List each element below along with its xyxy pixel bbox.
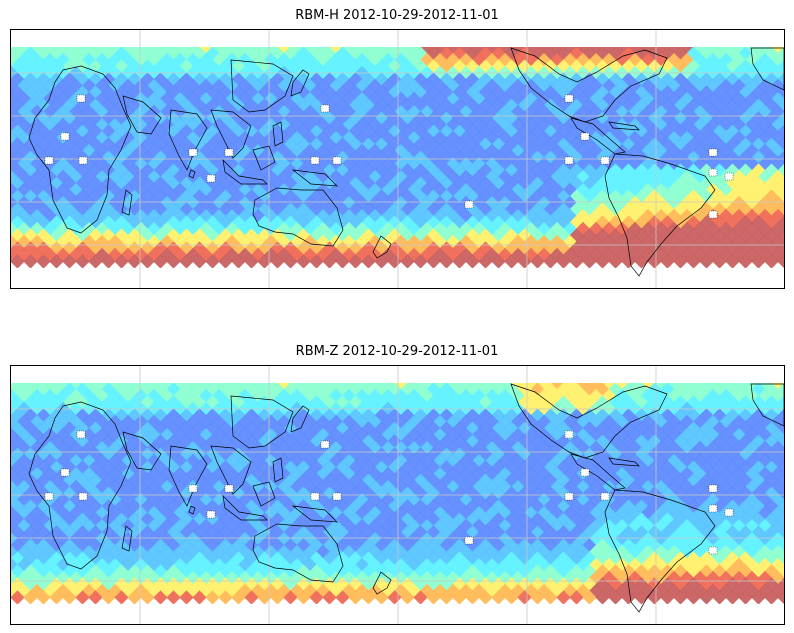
panel-title-bottom: RBM-Z 2012-10-29-2012-11-01: [295, 344, 499, 359]
map-panel-top: [10, 29, 785, 289]
no-data-bottom: [11, 268, 784, 288]
map-canvas-top: [11, 30, 784, 288]
data-field: [11, 39, 784, 269]
data-field: [11, 375, 784, 605]
graticule: [11, 30, 784, 288]
coastlines: [28, 47, 784, 277]
coastlines: [28, 383, 784, 613]
no-data-top: [11, 30, 784, 47]
no-data-bottom: [11, 604, 784, 624]
map-panel-bottom: [10, 365, 785, 625]
no-data-top: [11, 366, 784, 383]
panel-title-top: RBM-H 2012-10-29-2012-11-01: [295, 8, 499, 23]
island-markers: [44, 94, 734, 219]
island-markers: [44, 430, 734, 555]
graticule: [11, 366, 784, 624]
map-canvas-bottom: [11, 366, 784, 624]
